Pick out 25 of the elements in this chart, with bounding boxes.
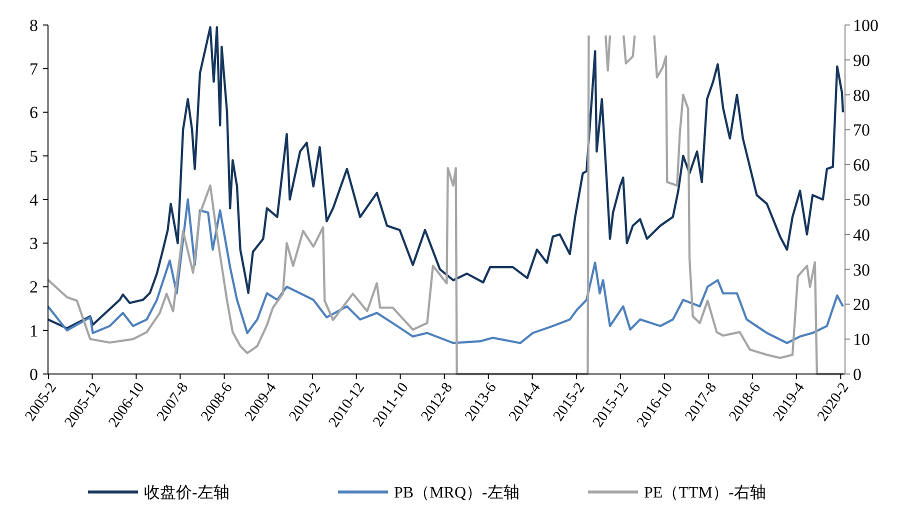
y-tick-label: 1 [30, 321, 38, 340]
y2-tick-label: 30 [853, 260, 870, 280]
y-tick-label: 6 [30, 103, 38, 122]
legend-label: PB（MRQ）-左轴 [394, 484, 520, 502]
y2-tick-label: 0 [853, 364, 862, 384]
y2-tick-label: 70 [853, 120, 870, 140]
y2-tick-label: 10 [853, 330, 870, 350]
y2-tick-label: 60 [853, 156, 870, 175]
y2-tick-label: 100 [853, 16, 878, 35]
y-tick-label: 4 [30, 190, 38, 210]
y-tick-label: 3 [30, 234, 38, 254]
y2-tick-label: 90 [853, 50, 870, 70]
y-tick-label: 5 [30, 146, 38, 166]
y2-tick-label: 80 [853, 86, 870, 105]
y2-tick-label: 20 [853, 295, 870, 314]
line-series [46, 26, 844, 330]
legend-label: 收盘价-左轴 [144, 484, 230, 502]
y2-tick-label: 50 [853, 190, 870, 210]
y-tick-label: 8 [30, 16, 38, 35]
legend-label: PE（TTM）-右轴 [644, 484, 766, 502]
y-tick-label: 2 [30, 278, 38, 297]
y2-tick-label: 40 [853, 225, 870, 244]
line-series [46, 198, 844, 344]
y-tick-label: 0 [30, 364, 38, 384]
y-tick-label: 7 [30, 60, 38, 79]
